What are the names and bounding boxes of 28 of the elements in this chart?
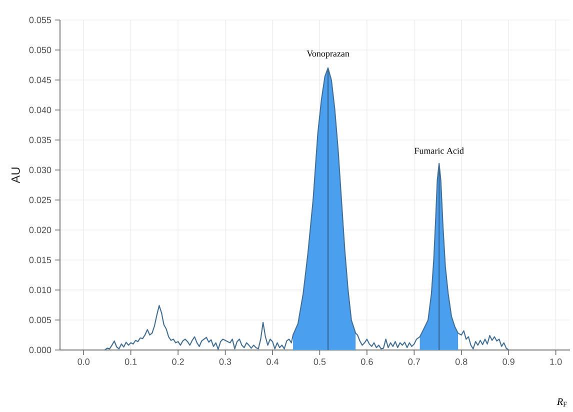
x-tick-label: 0.9 [502, 358, 514, 365]
x-tick-label: 0.4 [266, 358, 278, 365]
x-axis-title: R$_{F}$ [556, 398, 567, 406]
x-tick-label: 0.2 [172, 358, 184, 365]
annotation: Vonoprazan [306, 50, 350, 58]
y-tick-label: 0.045 [29, 76, 52, 84]
y-tick-label: 0.005 [29, 316, 52, 324]
y-tick-label: 0.040 [29, 106, 52, 114]
x-tick-label: 0.3 [219, 358, 232, 365]
annotation: Fumaric Acid [414, 148, 464, 154]
line-series [104, 67, 510, 351]
x-tick-label: 1.0 [550, 358, 562, 365]
y-axis-title: AU [12, 168, 20, 184]
x-tick-label: 0.8 [455, 358, 468, 365]
x-tick-label: 0.7 [408, 358, 420, 365]
y-tick-label: 0.025 [29, 196, 52, 204]
y-tick-label: 0.035 [29, 136, 52, 144]
x-tick-label: 0.0 [78, 358, 90, 365]
x-tick-label: 0.1 [124, 358, 137, 365]
y-tick-label: 0.030 [29, 166, 52, 174]
y-tick-label: 0.010 [29, 286, 52, 294]
y-tick-label: 0.020 [29, 226, 52, 234]
x-tick-label: 0.5 [314, 358, 326, 365]
y-tick-label: 0.050 [29, 46, 52, 54]
y-tick-label: 0.015 [29, 256, 52, 264]
x-tick-label: 0.6 [361, 358, 373, 365]
y-tick-label: 0.000 [29, 346, 52, 354]
y-tick-label: 0.055 [29, 16, 52, 24]
